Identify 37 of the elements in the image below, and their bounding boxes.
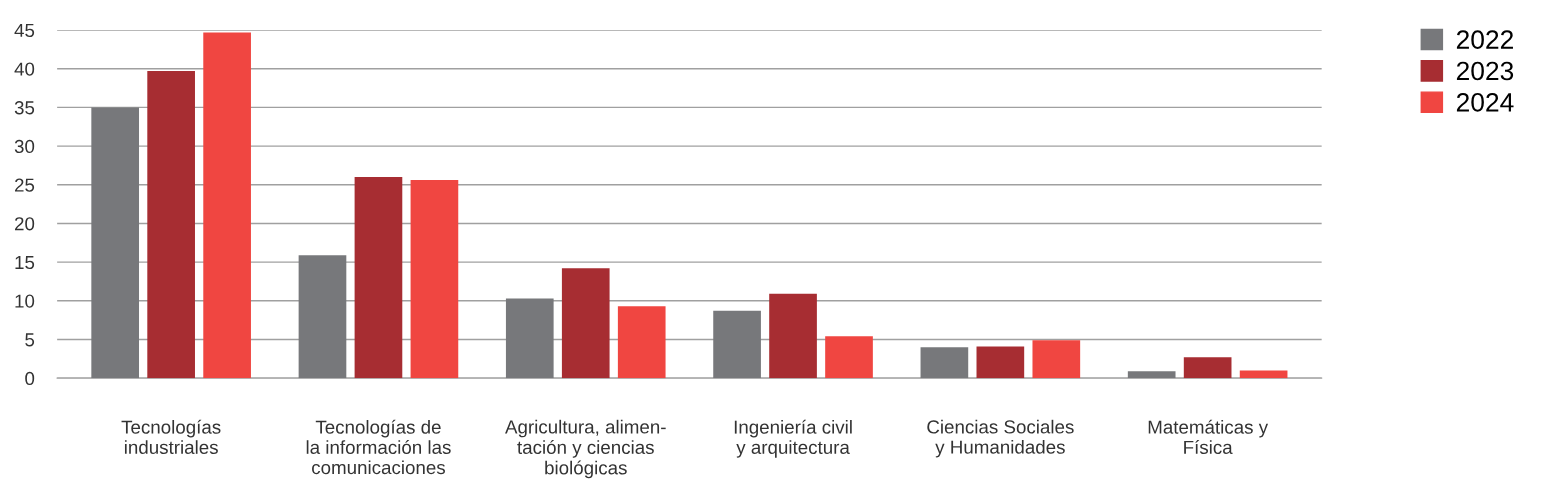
legend-label: 2024 bbox=[1456, 92, 1514, 112]
y-tick-label: 15 bbox=[15, 256, 35, 270]
y-tick-label: 25 bbox=[15, 178, 35, 192]
y-tick-label: 5 bbox=[25, 333, 35, 347]
bar bbox=[298, 255, 347, 379]
y-tick-label: 0 bbox=[25, 371, 35, 386]
bar bbox=[769, 293, 817, 379]
bar bbox=[147, 71, 195, 379]
bar bbox=[203, 32, 251, 379]
x-tick-label: Tecnologías industriales bbox=[121, 419, 221, 454]
bar bbox=[617, 306, 666, 379]
x-tick-label: Ingeniería civil y arquitectura bbox=[734, 419, 852, 458]
y-tick-label: 45 bbox=[14, 23, 35, 38]
bar bbox=[1239, 370, 1288, 379]
y-tick-label: 40 bbox=[14, 62, 35, 76]
y-tick-label: 10 bbox=[15, 294, 35, 308]
x-tick-label: Tecnologías de la información las comunicaciones bbox=[306, 419, 451, 475]
bar bbox=[825, 336, 873, 379]
x-tick-label: Agricultura, alimen- tación y ciencias biológicas bbox=[505, 419, 666, 479]
legend-label: 2023 bbox=[1456, 61, 1514, 81]
bar bbox=[920, 347, 969, 379]
y-tick-label: 30 bbox=[14, 139, 35, 154]
bar bbox=[410, 180, 459, 379]
bar bbox=[1183, 357, 1232, 379]
bar bbox=[91, 107, 140, 379]
bar bbox=[976, 346, 1025, 379]
bar bbox=[354, 177, 403, 379]
y-tick-label: 35 bbox=[14, 101, 35, 115]
bar bbox=[713, 310, 761, 379]
bar bbox=[1127, 371, 1176, 379]
bar bbox=[505, 298, 554, 379]
x-tick-label: Matemáticas y Física bbox=[1148, 419, 1269, 454]
y-tick-label: 20 bbox=[15, 217, 35, 231]
bar bbox=[561, 268, 610, 379]
legend-label: 2022 bbox=[1456, 30, 1513, 49]
x-tick-label: Ciencias Sociales y Humanidades bbox=[927, 419, 1074, 458]
bar bbox=[1032, 340, 1081, 379]
